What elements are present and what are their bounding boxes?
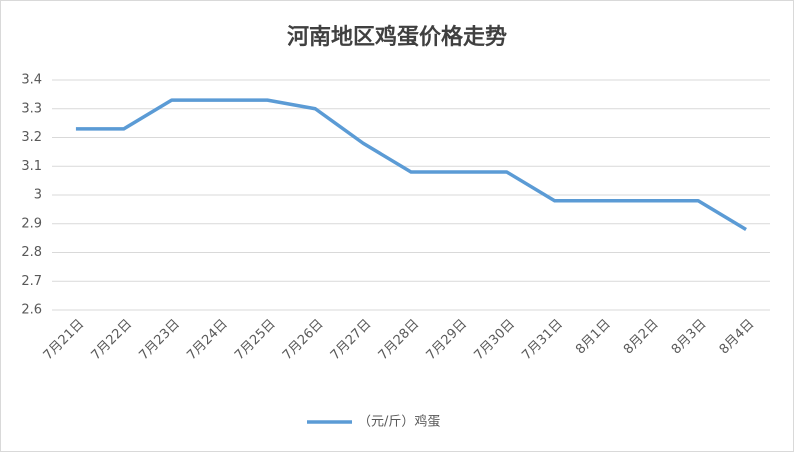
y-tick-label: 3.2 xyxy=(21,130,42,145)
y-tick-label: 2.7 xyxy=(21,274,42,289)
y-tick-label: 2.9 xyxy=(21,216,42,231)
y-tick-label: 2.8 xyxy=(21,245,42,260)
line xyxy=(75,98,747,232)
y-tick-label: 2.6 xyxy=(21,303,42,318)
y-tick-label: 3.3 xyxy=(21,101,42,116)
y-tick-label: 3 xyxy=(34,188,42,203)
chart-title: 河南地区鸡蛋价格走势 xyxy=(287,24,507,50)
legend-label: （元/斤）鸡蛋 xyxy=(358,414,440,430)
y-tick-label: 3.4 xyxy=(21,73,42,88)
y-tick-label: 3.1 xyxy=(21,159,42,174)
